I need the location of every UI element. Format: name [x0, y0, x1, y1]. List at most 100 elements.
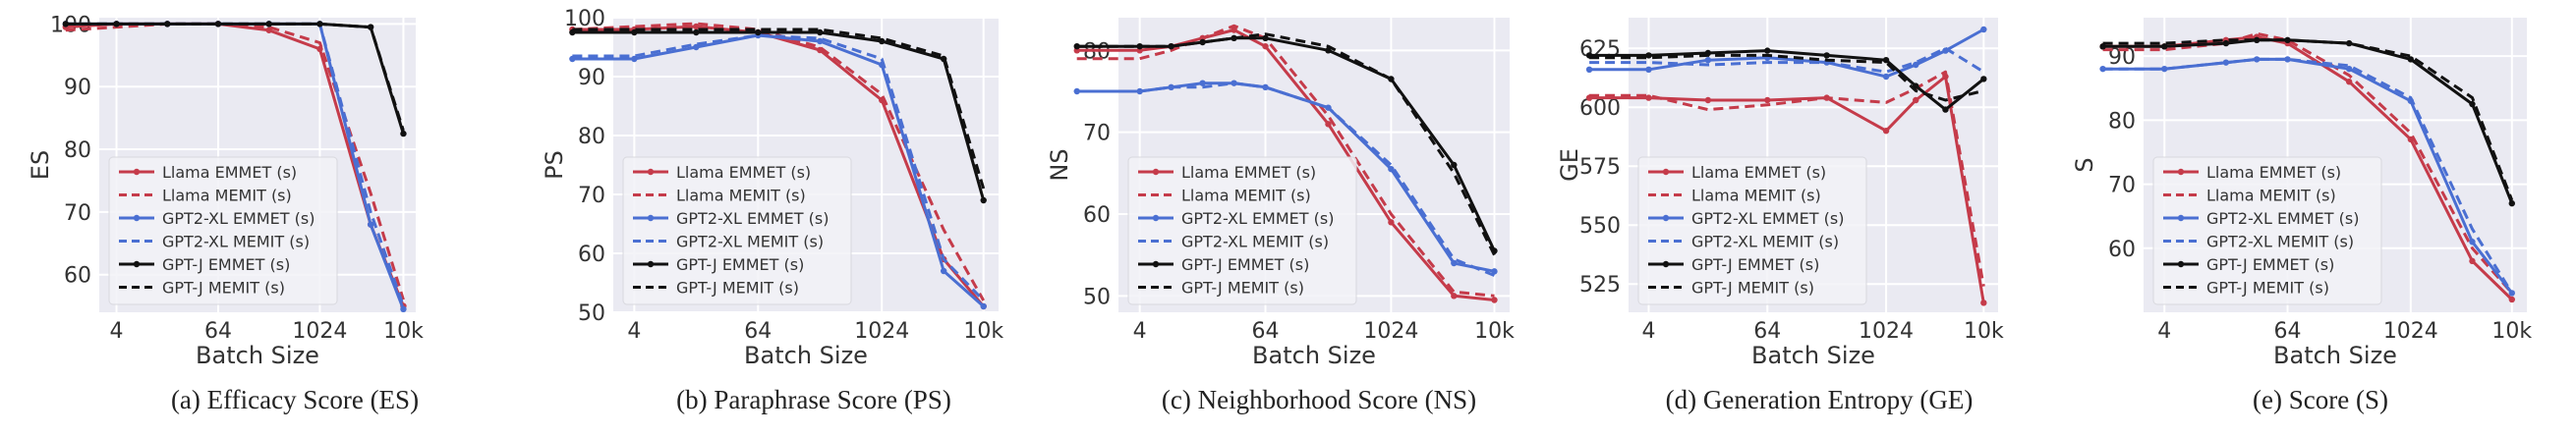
- series-line: [1076, 82, 1496, 277]
- legend-label: Llama EMMET (s): [676, 163, 811, 182]
- legend-label: GPT-J EMMET (s): [676, 255, 804, 274]
- y-tick-label: 60: [2108, 238, 2136, 262]
- y-tick-label: 50: [1083, 285, 1111, 309]
- legend-marker: [2177, 260, 2185, 268]
- series-point: [1388, 219, 1395, 226]
- y-tick-label: 50: [578, 301, 605, 326]
- series-line: [572, 22, 986, 301]
- legend-marker: [1152, 168, 1160, 176]
- series-point: [214, 21, 222, 27]
- legend-label: GPT2-XL MEMIT (s): [2206, 233, 2354, 251]
- legend-box: [622, 156, 852, 305]
- series-point: [1262, 34, 1269, 42]
- legend-marker: [647, 168, 655, 176]
- series-point: [1325, 47, 1332, 54]
- y-tick-label: 60: [578, 243, 605, 267]
- x-tick-label: 10k: [1474, 319, 1515, 344]
- series-line: [572, 30, 986, 201]
- x-tick-label: 4: [2157, 319, 2171, 344]
- y-tick-label: 60: [64, 264, 91, 289]
- legend-marker: [1662, 260, 1670, 268]
- series-line: [1076, 32, 1496, 256]
- x-tick-label: 4: [1133, 319, 1147, 344]
- legend-label: GPT2-XL EMMET (s): [1181, 209, 1334, 228]
- series-point: [367, 221, 374, 228]
- legend-marker: [2177, 168, 2185, 176]
- y-tick-label: 525: [1579, 273, 1621, 298]
- x-tick-label: 4: [110, 319, 124, 344]
- series-point: [817, 28, 824, 36]
- legend-label: Llama EMMET (s): [162, 163, 297, 182]
- legend: Llama EMMET (s) Llama MEMIT (s) GPT2-XL EM…: [2152, 156, 2382, 305]
- series-point: [2345, 39, 2353, 47]
- x-tick-label: 64: [204, 319, 232, 344]
- legend-label: GPT2-XL EMMET (s): [676, 209, 829, 228]
- series-point: [1704, 57, 1712, 64]
- x-tick-label: 10k: [2491, 319, 2532, 344]
- series-point: [265, 21, 272, 27]
- legend-label: GPT2-XL EMMET (s): [1691, 209, 1844, 228]
- legend-label: Llama EMMET (s): [1691, 163, 1826, 182]
- caption-score: (e) Score (S): [2253, 385, 2388, 414]
- x-tick-label: 64: [1753, 319, 1781, 344]
- y-tick-label: 550: [1579, 214, 1621, 239]
- caption-generation-entropy: (d) Generation Entropy (GE): [1665, 385, 1974, 414]
- x-tick-label: 4: [1641, 319, 1655, 344]
- x-tick-label: 1024: [2383, 319, 2438, 344]
- legend-box: [2152, 156, 2382, 305]
- y-tick-label: 70: [1083, 122, 1111, 146]
- legend-marker: [647, 214, 655, 222]
- series-point: [1645, 66, 1652, 74]
- y-tick-label: 90: [64, 76, 91, 100]
- y-tick-label: 80: [578, 125, 605, 149]
- legend-marker: [2177, 214, 2185, 222]
- series-point: [1585, 66, 1593, 74]
- legend-marker: [1662, 168, 1670, 176]
- legend-label: Llama MEMIT (s): [1181, 187, 1311, 205]
- series-point: [1980, 300, 1987, 306]
- series-point: [2345, 65, 2353, 73]
- series-line: [572, 27, 986, 190]
- series-line: [1589, 70, 1985, 287]
- series-point: [2254, 36, 2261, 44]
- legend-label: GPT-J EMMET (s): [1181, 255, 1309, 274]
- legend-label: GPT-J MEMIT (s): [1691, 279, 1814, 298]
- series-point: [2469, 100, 2476, 108]
- series-point: [1199, 80, 1206, 86]
- legend-label: Llama MEMIT (s): [2206, 187, 2336, 205]
- x-tick-label: 1024: [1859, 319, 1914, 344]
- series-point: [400, 305, 407, 313]
- series-point: [1451, 293, 1458, 300]
- legend-label: Llama MEMIT (s): [162, 187, 292, 205]
- legend-marker: [133, 260, 141, 268]
- legend-label: Llama MEMIT (s): [1691, 187, 1821, 205]
- series-point: [1231, 27, 1237, 33]
- series-point: [879, 37, 886, 45]
- x-axis-label: Batch Size: [1252, 342, 1376, 369]
- series-point: [1823, 52, 1830, 59]
- legend-label: Llama EMMET (s): [2206, 163, 2341, 182]
- series-point: [2469, 239, 2476, 245]
- y-tick-label: 80: [1083, 39, 1111, 64]
- y-axis-label: GE: [1556, 148, 1583, 182]
- legend-box: [108, 156, 338, 305]
- legend-label: GPT2-XL MEMIT (s): [162, 233, 310, 251]
- y-tick-label: 80: [64, 138, 91, 163]
- legend-label: GPT-J EMMET (s): [2206, 255, 2334, 274]
- legend-marker: [133, 214, 141, 222]
- series-point: [693, 43, 700, 51]
- x-tick-label: 1024: [1363, 319, 1418, 344]
- series-point: [980, 196, 987, 204]
- caption-paraphrase-score: (b) Paraphrase Score (PS): [676, 385, 951, 414]
- series-point: [1882, 57, 1890, 64]
- caption-neighborhood-score: (c) Neighborhood Score (NS): [1161, 385, 1477, 414]
- series-line: [65, 22, 405, 132]
- legend-label: GPT2-XL MEMIT (s): [1181, 233, 1329, 251]
- series-point: [1491, 268, 1498, 275]
- y-axis-label: ES: [27, 150, 54, 180]
- y-tick-label: 60: [1083, 203, 1111, 228]
- series-point: [755, 28, 762, 36]
